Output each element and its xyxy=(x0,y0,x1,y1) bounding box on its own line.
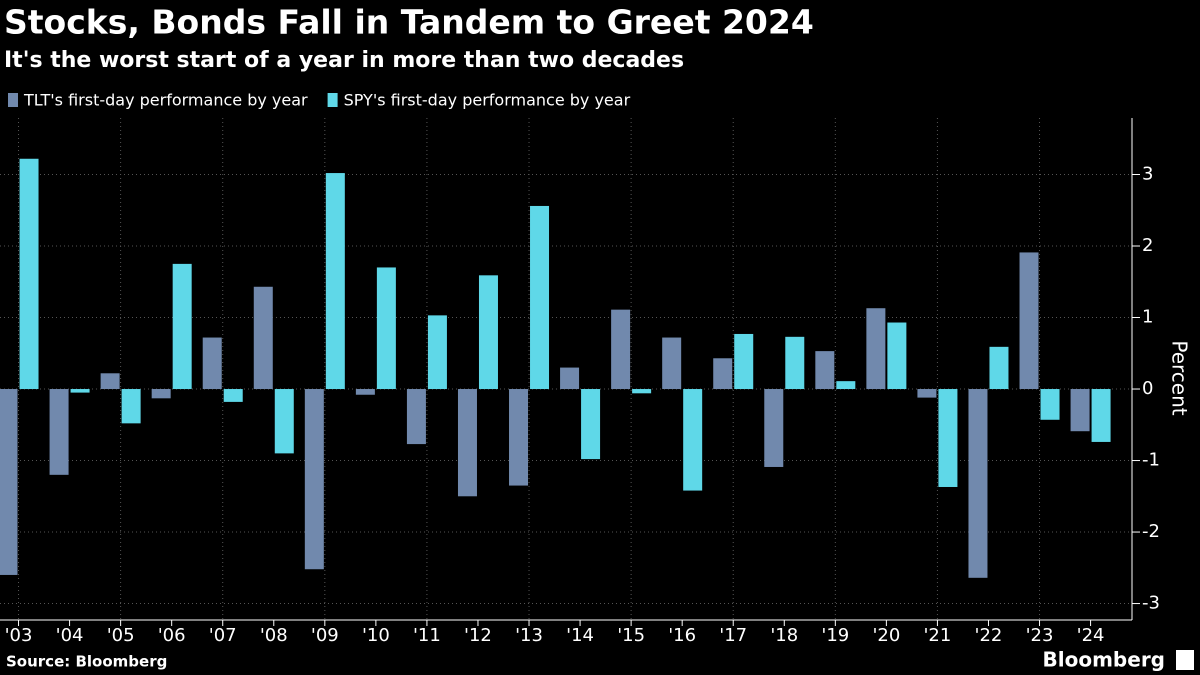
bar xyxy=(202,337,222,390)
bar xyxy=(683,389,703,491)
bar xyxy=(151,389,171,399)
chart-title: Stocks, Bonds Fall in Tandem to Greet 20… xyxy=(4,3,814,42)
bar xyxy=(172,263,192,390)
y-tick-label: 1 xyxy=(1142,307,1153,328)
bar xyxy=(509,389,529,486)
brand: Bloomberg xyxy=(1043,648,1165,672)
y-tick-label: -2 xyxy=(1142,521,1160,542)
y-tick-label: 3 xyxy=(1142,163,1153,184)
bar xyxy=(530,205,550,390)
x-tick-label: '15 xyxy=(617,625,645,646)
bar xyxy=(581,389,601,460)
y-tick-label: 2 xyxy=(1142,235,1153,256)
bar xyxy=(49,389,69,475)
y-tick-label: -3 xyxy=(1142,593,1160,614)
x-tick-label: '17 xyxy=(719,625,747,646)
y-tick-label: 0 xyxy=(1142,378,1153,399)
y-axis-label: Percent xyxy=(1168,340,1192,415)
bar xyxy=(632,389,652,394)
y-tick-label: -1 xyxy=(1142,450,1160,471)
x-tick-label: '13 xyxy=(515,625,543,646)
bar xyxy=(938,389,958,487)
x-tick-label: '16 xyxy=(668,625,696,646)
bar xyxy=(1019,252,1039,390)
legend-swatch xyxy=(8,93,18,107)
bar xyxy=(611,309,631,390)
bar xyxy=(376,267,396,390)
bar xyxy=(989,346,1009,390)
x-tick-label: '19 xyxy=(821,625,849,646)
bar xyxy=(1040,389,1060,420)
legend-swatch xyxy=(327,93,338,107)
x-tick-label: '23 xyxy=(1026,625,1054,646)
bar xyxy=(274,389,294,454)
bar xyxy=(560,367,580,390)
bar xyxy=(1070,389,1090,432)
bar xyxy=(734,333,754,390)
source: Source: Bloomberg xyxy=(6,653,167,671)
bar xyxy=(887,322,907,390)
bar xyxy=(19,158,39,390)
bar xyxy=(0,389,18,575)
bar xyxy=(406,389,426,445)
bar xyxy=(223,389,243,402)
bar xyxy=(253,286,273,390)
x-tick-label: '10 xyxy=(362,625,390,646)
x-tick-label: '18 xyxy=(770,625,798,646)
x-tick-label: '12 xyxy=(464,625,492,646)
bar xyxy=(815,351,835,390)
bar xyxy=(917,389,937,398)
bar xyxy=(785,336,805,390)
x-tick-label: '08 xyxy=(260,625,288,646)
bar xyxy=(478,275,498,390)
bar xyxy=(70,389,90,393)
bar xyxy=(121,389,141,424)
bar xyxy=(866,308,886,390)
bar xyxy=(427,315,447,390)
bar xyxy=(836,381,856,390)
bar xyxy=(304,389,324,570)
brand-icon xyxy=(1176,650,1194,670)
legend-label: SPY's first-day performance by year xyxy=(344,91,631,110)
legend-label: TLT's first-day performance by year xyxy=(23,91,308,110)
x-tick-label: '24 xyxy=(1077,625,1105,646)
bar xyxy=(713,358,733,390)
bar xyxy=(764,389,784,467)
bar xyxy=(1091,389,1111,442)
x-tick-label: '14 xyxy=(566,625,594,646)
bar xyxy=(457,389,477,497)
x-tick-label: '21 xyxy=(923,625,951,646)
x-tick-label: '03 xyxy=(5,625,33,646)
x-tick-label: '22 xyxy=(975,625,1003,646)
x-tick-label: '09 xyxy=(311,625,339,646)
chart-subtitle: It's the worst start of a year in more t… xyxy=(4,48,684,73)
x-tick-label: '20 xyxy=(872,625,900,646)
x-tick-label: '07 xyxy=(209,625,237,646)
x-tick-label: '04 xyxy=(56,625,84,646)
bar xyxy=(100,373,120,390)
bar xyxy=(662,337,682,390)
bar xyxy=(968,389,988,578)
x-tick-label: '06 xyxy=(158,625,186,646)
x-tick-label: '05 xyxy=(107,625,135,646)
x-tick-label: '11 xyxy=(413,625,441,646)
bar xyxy=(355,389,375,395)
bar xyxy=(325,173,345,390)
